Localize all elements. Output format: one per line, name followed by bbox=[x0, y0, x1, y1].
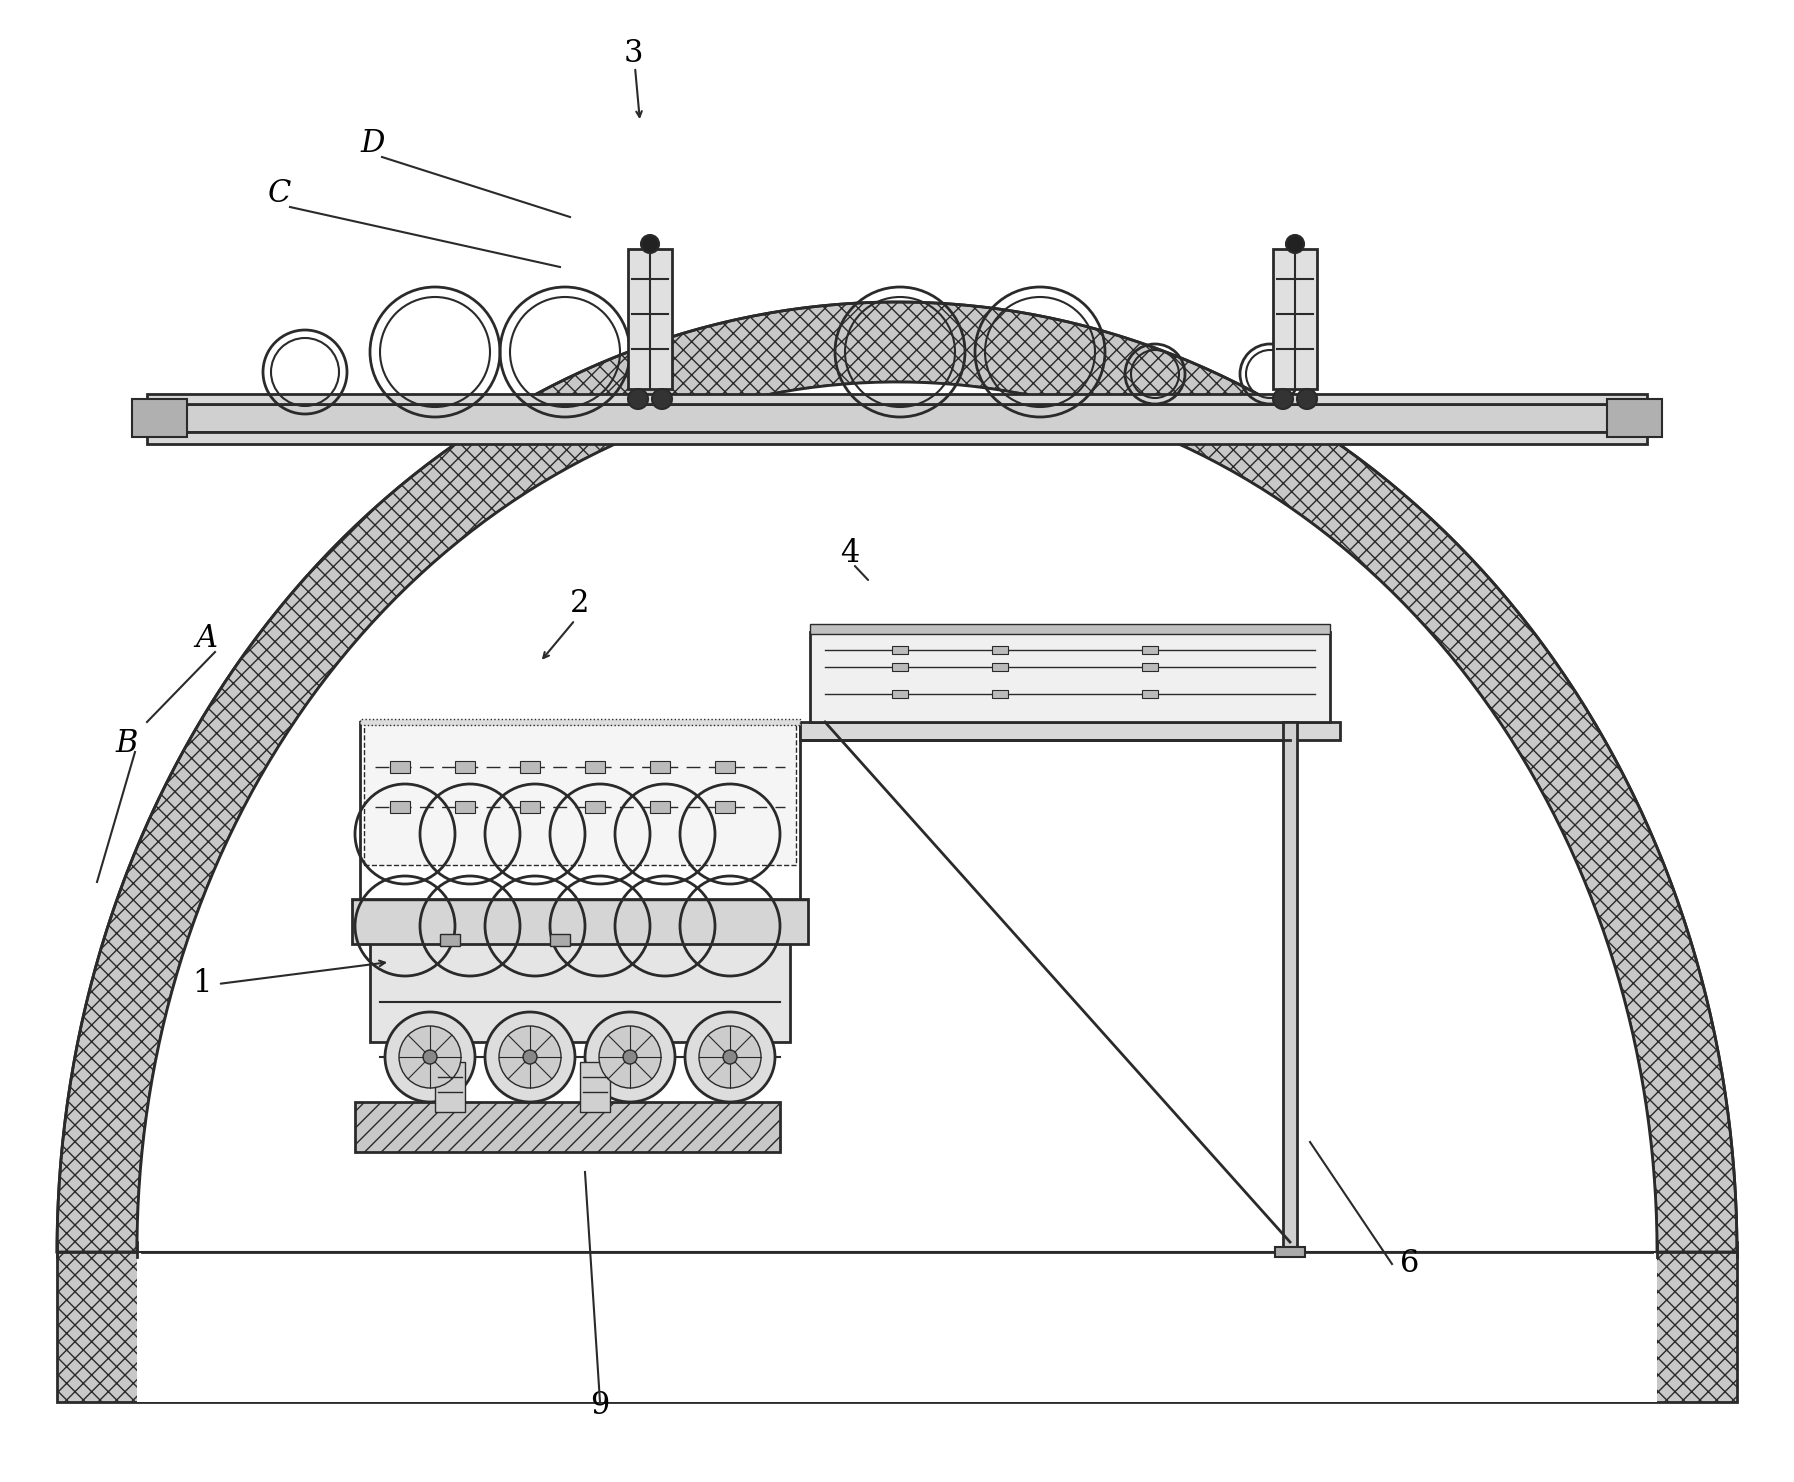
Bar bbox=[892, 662, 908, 671]
Bar bbox=[628, 249, 673, 388]
Bar bbox=[579, 1063, 610, 1112]
Text: 1: 1 bbox=[192, 968, 212, 999]
Bar bbox=[585, 760, 605, 774]
Bar bbox=[1143, 662, 1157, 671]
Circle shape bbox=[723, 1051, 737, 1064]
Bar bbox=[147, 394, 1647, 405]
Circle shape bbox=[1286, 236, 1304, 253]
Text: B: B bbox=[115, 728, 138, 759]
Circle shape bbox=[1274, 388, 1293, 409]
Bar bbox=[133, 399, 187, 437]
Bar bbox=[520, 800, 540, 814]
Bar bbox=[370, 943, 789, 1042]
Text: 9: 9 bbox=[590, 1390, 610, 1421]
Circle shape bbox=[524, 1051, 536, 1064]
Bar bbox=[551, 934, 570, 946]
Bar bbox=[1276, 1246, 1304, 1257]
Circle shape bbox=[423, 1051, 438, 1064]
Bar bbox=[355, 1103, 780, 1152]
Bar bbox=[1607, 399, 1661, 437]
Bar bbox=[389, 760, 411, 774]
Text: 3: 3 bbox=[624, 39, 644, 70]
Bar bbox=[1283, 722, 1297, 1252]
Text: D: D bbox=[361, 127, 384, 159]
Circle shape bbox=[398, 1026, 461, 1088]
Bar bbox=[352, 900, 807, 944]
Circle shape bbox=[685, 1012, 775, 1103]
Bar bbox=[147, 405, 1647, 431]
Bar bbox=[585, 800, 605, 814]
Bar bbox=[716, 760, 736, 774]
Circle shape bbox=[640, 236, 658, 253]
Bar bbox=[811, 631, 1329, 722]
Polygon shape bbox=[136, 1252, 1658, 1402]
Bar bbox=[389, 800, 411, 814]
Bar bbox=[364, 725, 797, 865]
Bar bbox=[1274, 249, 1317, 388]
Bar bbox=[992, 662, 1008, 671]
Circle shape bbox=[700, 1026, 761, 1088]
Circle shape bbox=[1297, 388, 1317, 409]
Circle shape bbox=[651, 388, 673, 409]
Text: 2: 2 bbox=[570, 588, 590, 619]
Circle shape bbox=[386, 1012, 475, 1103]
Bar bbox=[892, 646, 908, 654]
Text: 4: 4 bbox=[840, 538, 859, 569]
Bar bbox=[456, 800, 475, 814]
Circle shape bbox=[585, 1012, 675, 1103]
Bar bbox=[361, 719, 800, 725]
Polygon shape bbox=[57, 302, 1737, 1252]
Bar bbox=[992, 646, 1008, 654]
Bar bbox=[716, 800, 736, 814]
Bar bbox=[649, 800, 669, 814]
Text: A: A bbox=[196, 622, 217, 654]
Bar bbox=[992, 691, 1008, 698]
Bar bbox=[456, 760, 475, 774]
Bar bbox=[800, 722, 1340, 740]
Bar bbox=[1143, 691, 1157, 698]
Text: C: C bbox=[267, 178, 291, 209]
Circle shape bbox=[599, 1026, 660, 1088]
Bar bbox=[892, 691, 908, 698]
Bar bbox=[649, 760, 669, 774]
Circle shape bbox=[499, 1026, 562, 1088]
Circle shape bbox=[628, 388, 648, 409]
Bar bbox=[147, 431, 1647, 445]
Bar bbox=[361, 722, 800, 943]
Bar bbox=[434, 1063, 465, 1112]
Bar bbox=[440, 934, 459, 946]
Text: 6: 6 bbox=[1399, 1248, 1419, 1279]
Circle shape bbox=[484, 1012, 576, 1103]
Bar bbox=[520, 760, 540, 774]
Circle shape bbox=[623, 1051, 637, 1064]
Bar bbox=[1143, 646, 1157, 654]
Polygon shape bbox=[136, 382, 1658, 1252]
Bar bbox=[811, 624, 1329, 634]
Polygon shape bbox=[57, 1252, 1737, 1402]
